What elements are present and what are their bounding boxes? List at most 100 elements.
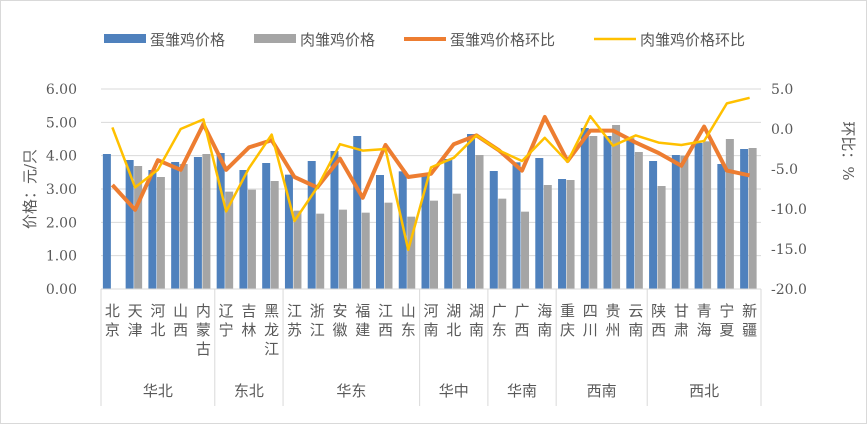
bar-甘肃 xyxy=(680,155,689,289)
x-tick-label: 湖 xyxy=(469,302,484,320)
bar-天津 xyxy=(125,160,134,289)
legend-swatch xyxy=(104,34,146,43)
x-tick-label: 北 xyxy=(446,321,461,339)
bar-湖北 xyxy=(444,159,453,289)
x-tick-label: 州 xyxy=(606,321,621,339)
legend-label: 肉雏鸡价格 xyxy=(300,31,375,49)
bar-广东 xyxy=(498,198,507,289)
y2-tick-label: -10.0 xyxy=(771,202,807,218)
x-tick-label: 肃 xyxy=(674,321,689,339)
bar-贵州 xyxy=(603,136,612,289)
bar-河南 xyxy=(430,200,438,289)
bar-广西 xyxy=(521,211,530,289)
x-tick-label: 东 xyxy=(401,321,416,339)
x-tick-label: 海 xyxy=(697,321,712,339)
x-tick-label: 川 xyxy=(583,321,598,339)
bar-内蒙古 xyxy=(202,154,211,289)
x-tick-label: 广 xyxy=(492,302,507,320)
x-tick-label: 河 xyxy=(150,302,165,320)
x-tick-label: 云 xyxy=(628,302,643,320)
bar-广东 xyxy=(489,171,498,289)
x-tick-label: 西 xyxy=(173,321,188,339)
bar-陕西 xyxy=(649,161,658,289)
y-tick-label: 1.00 xyxy=(46,249,77,265)
bar-吉林 xyxy=(239,170,248,289)
x-tick-label: 新 xyxy=(742,302,757,320)
x-tick-label: 夏 xyxy=(719,321,734,339)
bar-重庆 xyxy=(566,180,575,289)
x-tick-label: 陕 xyxy=(651,302,666,320)
x-tick-label: 西 xyxy=(651,321,666,339)
group-label: 华北 xyxy=(143,382,173,400)
bar-江苏 xyxy=(284,174,293,289)
x-tick-label: 西 xyxy=(378,321,393,339)
bar-江苏 xyxy=(293,210,302,289)
bar-陕西 xyxy=(657,186,666,289)
bar-北京 xyxy=(102,154,111,289)
y-tick-label: 0.00 xyxy=(46,282,77,298)
bar-重庆 xyxy=(558,179,567,289)
bar-云南 xyxy=(634,152,643,289)
x-tick-label: 四 xyxy=(583,302,598,320)
x-tick-label: 安 xyxy=(332,302,347,320)
x-tick-label: 北 xyxy=(105,302,120,320)
x-tick-label: 林 xyxy=(241,321,256,339)
bar-海南 xyxy=(535,158,544,289)
x-tick-label: 湖 xyxy=(446,302,461,320)
x-tick-label: 南 xyxy=(423,321,438,339)
x-tick-label: 浙 xyxy=(310,302,325,320)
bar-新疆 xyxy=(740,149,749,289)
bar-黑龙江 xyxy=(270,181,279,289)
x-tick-label: 徽 xyxy=(332,321,347,339)
group-label: 西南 xyxy=(587,382,617,400)
x-tick-label: 山 xyxy=(173,302,188,320)
bar-黑龙江 xyxy=(262,163,271,289)
x-tick-label: 北 xyxy=(150,321,165,339)
x-tick-label: 南 xyxy=(628,321,643,339)
bar-天津 xyxy=(134,166,143,289)
x-tick-label: 疆 xyxy=(742,321,757,339)
bar-福建 xyxy=(353,136,362,289)
legend-label: 肉雏鸡价格环比 xyxy=(640,31,745,49)
x-tick-label: 南 xyxy=(469,321,484,339)
bar-辽宁 xyxy=(225,191,234,289)
legend-label: 蛋雏鸡价格环比 xyxy=(450,31,555,49)
bar-河北 xyxy=(156,177,165,289)
x-tick-label: 古 xyxy=(196,340,211,358)
bar-宁夏 xyxy=(717,164,726,289)
y2-tick-label: 5.0 xyxy=(771,82,793,98)
bar-广西 xyxy=(512,162,521,289)
x-tick-label: 山 xyxy=(401,302,416,320)
x-tick-label: 吉 xyxy=(241,302,256,320)
x-tick-label: 江 xyxy=(378,302,393,320)
x-tick-label: 津 xyxy=(128,321,143,339)
x-tick-label: 贵 xyxy=(606,302,621,320)
bar-四川 xyxy=(589,136,598,289)
x-tick-label: 青 xyxy=(697,302,712,320)
y-tick-label: 5.00 xyxy=(46,115,77,131)
x-tick-label: 宁 xyxy=(219,321,234,339)
y2-tick-label: -20.0 xyxy=(771,282,807,298)
y2-tick-label: -15.0 xyxy=(771,242,807,258)
bar-内蒙古 xyxy=(193,157,202,289)
x-tick-label: 江 xyxy=(310,321,325,339)
x-tick-label: 京 xyxy=(105,321,120,339)
bar-甘肃 xyxy=(671,155,680,289)
bar-吉林 xyxy=(247,189,256,289)
x-tick-label: 甘 xyxy=(674,302,689,320)
bar-辽宁 xyxy=(216,153,225,289)
bar-云南 xyxy=(626,138,635,289)
x-tick-label: 南 xyxy=(537,321,552,339)
x-tick-label: 西 xyxy=(515,321,530,339)
x-tick-label: 建 xyxy=(355,321,370,339)
bar-四川 xyxy=(580,128,589,289)
bar-湖南 xyxy=(475,155,484,289)
group-label: 华中 xyxy=(439,382,469,400)
x-tick-label: 苏 xyxy=(287,321,302,339)
y2-tick-label: -5.0 xyxy=(771,162,798,178)
y2-axis-title: 环比：% xyxy=(839,121,857,180)
bar-安徽 xyxy=(338,209,347,289)
bar-青海 xyxy=(703,141,712,289)
